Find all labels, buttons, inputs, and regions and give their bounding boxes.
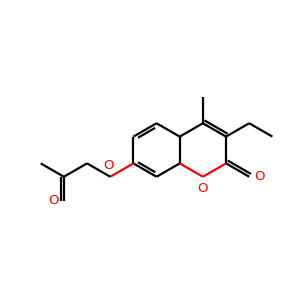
Text: O: O [48,194,58,207]
Text: O: O [198,182,208,195]
Text: O: O [255,170,265,183]
Text: O: O [103,159,114,172]
